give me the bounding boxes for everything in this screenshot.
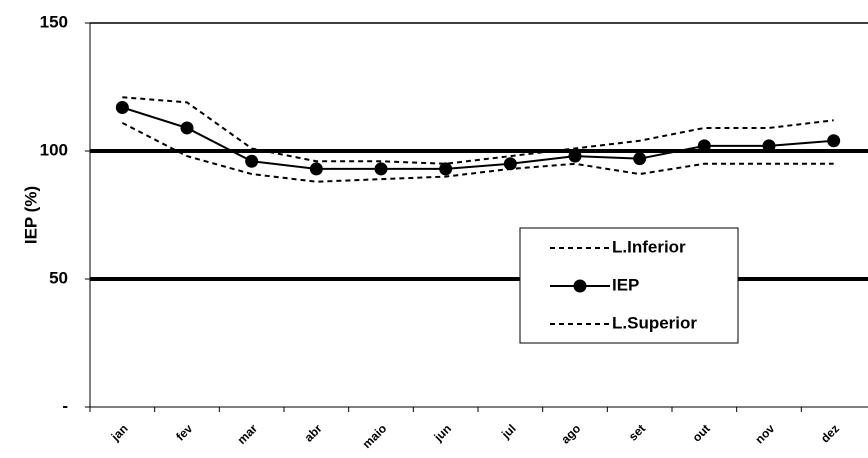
y-tick-label: 50: [49, 268, 68, 287]
legend-label: L.Inferior: [612, 237, 686, 256]
series-line: [122, 106, 834, 170]
x-tick-label: jan: [108, 421, 131, 444]
series-line: [122, 96, 834, 165]
data-point: [309, 162, 323, 176]
data-point: [503, 157, 517, 171]
data-point: [374, 162, 388, 176]
data-point: [180, 121, 194, 135]
y-tick-label: 150: [40, 12, 68, 31]
data-point: [633, 152, 647, 166]
x-tick-label: fev: [173, 421, 195, 443]
x-tick-label: abr: [302, 421, 325, 444]
data-point: [697, 139, 711, 153]
data-point: [439, 162, 453, 176]
y-axis-label: IEP (%): [21, 186, 40, 244]
series-line: [121, 121, 834, 183]
x-tick-label: ago: [558, 421, 583, 446]
data-point: [762, 139, 776, 153]
x-tick-label: set: [626, 421, 648, 443]
x-tick-label: maio: [360, 421, 390, 451]
x-tick-label: jun: [431, 421, 454, 444]
legend-marker: [573, 279, 587, 293]
legend-label: IEP: [612, 275, 639, 294]
data-point: [115, 100, 129, 114]
legend-label: L.Superior: [612, 313, 697, 332]
y-tick-label: -: [62, 396, 68, 415]
x-tick-label: nov: [752, 421, 777, 446]
data-point: [245, 154, 259, 168]
x-tick-label: mar: [235, 421, 261, 447]
data-point: [568, 149, 582, 163]
y-tick-label: 100: [40, 140, 68, 159]
data-point: [827, 134, 841, 148]
x-tick-label: jul: [498, 421, 519, 442]
x-tick-label: dez: [818, 421, 842, 445]
x-tick-label: out: [690, 421, 713, 444]
